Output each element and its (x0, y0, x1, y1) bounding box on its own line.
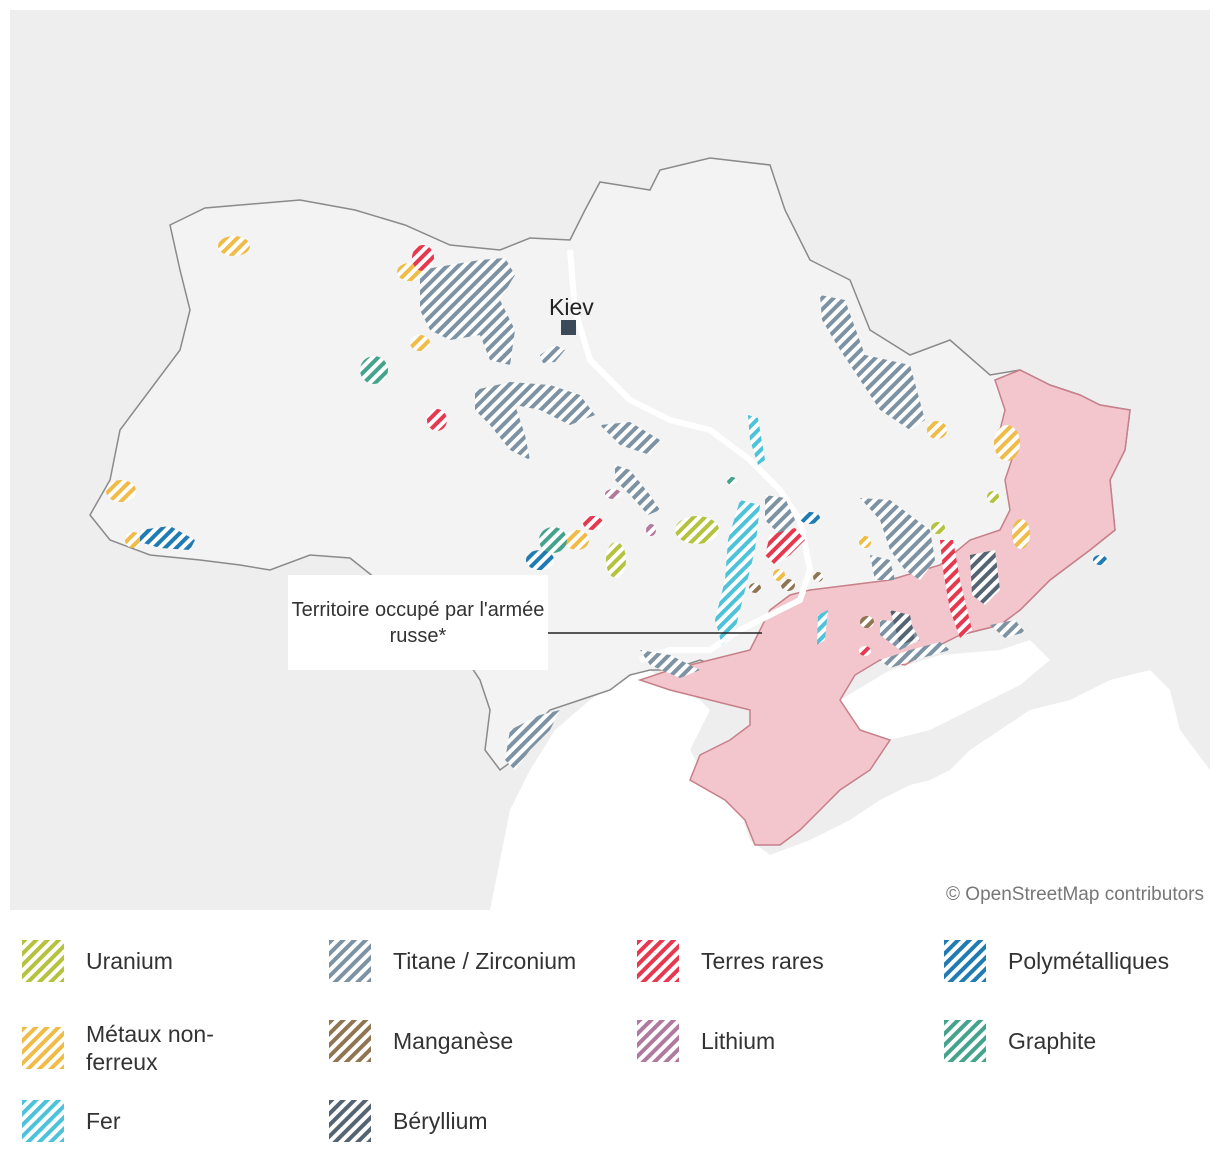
metaux-deposit (859, 536, 871, 548)
legend-item-beryllium: Béryllium (329, 1100, 488, 1142)
titane-deposit (640, 650, 700, 678)
map-attribution: © OpenStreetMap contributors (946, 884, 1204, 905)
annotation-text: Territoire occupé par l'armée russe* (291, 598, 545, 647)
metaux-deposit (565, 530, 589, 550)
graphite-deposit (539, 527, 567, 553)
titane-deposit (505, 710, 560, 770)
terres-rares-deposit (859, 646, 871, 656)
legend-label: Manganèse (393, 1028, 514, 1054)
legend-item-manganese: Manganèse (329, 1020, 513, 1062)
titane-deposit (860, 498, 935, 580)
uranium-deposit (675, 516, 719, 544)
legend-item-terres-rares: Terres rares (637, 940, 824, 982)
metaux-deposit (106, 480, 136, 502)
legend-label: Titane / Zirconium (393, 948, 577, 974)
metaux-deposit (773, 569, 785, 581)
titane-deposit (615, 465, 660, 515)
legend-label: Lithium (701, 1028, 776, 1054)
titane-deposit (765, 495, 795, 535)
poly-deposit (140, 526, 195, 550)
terres-rares-deposit (412, 245, 434, 271)
metaux-deposit (410, 335, 430, 351)
occupied-territory-annotation: Territoire occupé par l'armée russe* (288, 575, 548, 670)
metaux-deposit (218, 236, 250, 256)
fer-deposit (817, 610, 828, 645)
map (10, 10, 1210, 910)
fer-deposit (748, 415, 765, 465)
terres-rares-deposit (427, 409, 447, 431)
metaux-deposit (125, 532, 141, 548)
terres-rares-deposit (940, 540, 972, 638)
poly-deposit (1093, 555, 1107, 565)
legend-item-titane: Titane / Zirconium (329, 940, 576, 982)
titane-swatch (329, 940, 371, 982)
mang-deposit (749, 583, 761, 593)
legend-label: Graphite (1008, 1028, 1097, 1054)
metaux-swatch (22, 1027, 64, 1069)
legend-item-uranium: Uranium (22, 940, 173, 982)
titane-deposit (475, 382, 595, 460)
capital-marker (561, 320, 576, 335)
terres-rares-deposit (765, 528, 805, 565)
uranium-deposit (606, 542, 626, 578)
legend-label: Fer (86, 1108, 121, 1134)
terres-rares-deposit (583, 516, 603, 530)
metaux-deposit (994, 425, 1020, 461)
legend-label: Uranium (86, 948, 173, 974)
poly-deposit (526, 550, 554, 570)
legend-item-metaux: Métaux non-ferreux (22, 1020, 236, 1076)
titane-deposit (420, 258, 515, 365)
metaux-deposit (927, 421, 947, 439)
fer-swatch (22, 1100, 64, 1142)
titane-deposit (540, 345, 565, 363)
titane-deposit (880, 642, 950, 668)
legend-label: Terres rares (701, 948, 824, 974)
uranium-deposit (987, 491, 999, 503)
mineral-deposits (106, 236, 1107, 770)
occupied-territory (637, 369, 1131, 846)
azov-sea (840, 640, 1050, 740)
metaux-deposit (1012, 519, 1030, 549)
graphite-deposit (360, 356, 388, 384)
legend: Uranium Titane / Zirconium Terres rares … (0, 930, 1220, 1150)
mang-deposit (781, 579, 795, 591)
beryllium-deposit (890, 610, 915, 645)
lithium-deposit (646, 524, 656, 536)
black-sea (490, 670, 1210, 910)
legend-item-graphite: Graphite (944, 1020, 1096, 1062)
legend-label: Polymétalliques (1008, 948, 1170, 974)
polymetalliques-swatch (944, 940, 986, 982)
terres-rares-swatch (637, 940, 679, 982)
poly-deposit (800, 512, 820, 524)
titane-deposit (990, 620, 1025, 638)
graphite-deposit (727, 477, 737, 485)
graphite-swatch (944, 1020, 986, 1062)
legend-label: Béryllium (393, 1108, 488, 1134)
beryllium-swatch (329, 1100, 371, 1142)
legend-item-lithium: Lithium (637, 1020, 775, 1062)
fer-deposit (715, 500, 760, 645)
titane-deposit (870, 555, 895, 580)
mang-deposit (813, 572, 823, 582)
legend-label: Métaux non-ferreux (86, 1021, 214, 1075)
uranium-deposit (931, 522, 945, 534)
lithium-deposit (605, 489, 621, 499)
city-label-kiev: Kiev (549, 294, 594, 320)
legend-item-polymetalliques: Polymétalliques (944, 940, 1169, 982)
manganese-swatch (329, 1020, 371, 1062)
lithium-swatch (637, 1020, 679, 1062)
uranium-swatch (22, 940, 64, 982)
beryllium-deposit (970, 550, 1000, 605)
titane-deposit (600, 422, 660, 455)
mang-deposit (860, 616, 874, 628)
legend-item-fer: Fer (22, 1100, 121, 1142)
titane-deposit (820, 295, 925, 430)
